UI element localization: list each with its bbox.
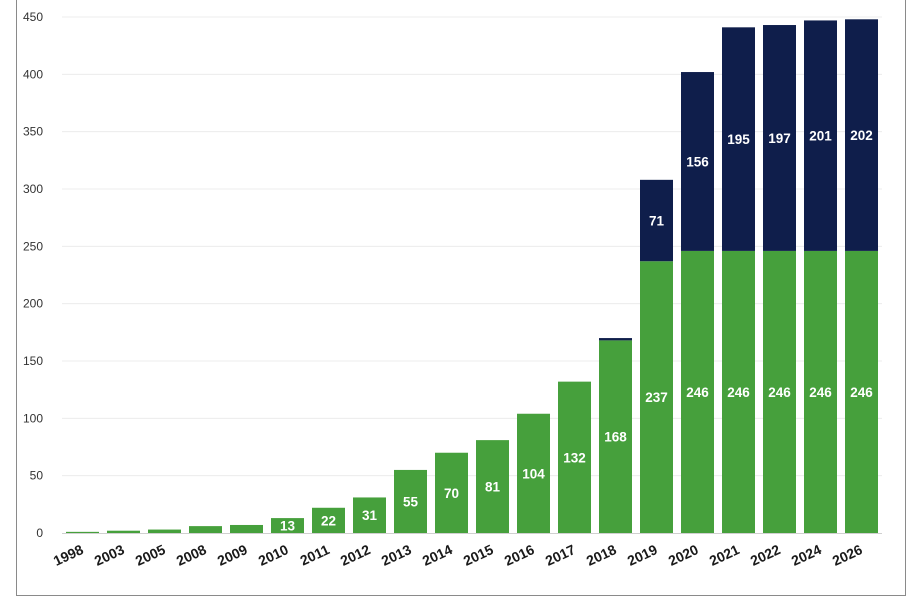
bar-label-green-2015: 81 xyxy=(485,480,501,495)
bar-green-2013 xyxy=(394,469,427,533)
y-tick-label: 400 xyxy=(23,67,43,81)
bar-green-2026 xyxy=(845,250,878,534)
x-tick-label-2021: 2021 xyxy=(707,541,742,569)
x-tick-label-2022: 2022 xyxy=(748,541,783,569)
y-tick-label: 0 xyxy=(36,526,43,540)
bar-navy-2024 xyxy=(804,20,837,251)
bar-green-2018 xyxy=(599,340,632,533)
y-tick-label: 250 xyxy=(23,239,43,253)
bar-green-2010 xyxy=(271,518,304,533)
bar-green-2014 xyxy=(435,452,468,533)
bar-green-2008 xyxy=(189,526,222,533)
x-tick-label-2026: 2026 xyxy=(830,541,865,569)
bar-label-green-2021: 246 xyxy=(727,385,750,400)
bar-label-navy-2026: 202 xyxy=(850,128,873,143)
bar-green-2022 xyxy=(763,250,796,534)
bar-label-green-2019: 237 xyxy=(645,390,668,405)
y-tick-label: 300 xyxy=(23,182,43,196)
x-tick-label-2008: 2008 xyxy=(174,541,209,569)
bar-navy-2026 xyxy=(845,19,878,251)
bar-label-navy-2022: 197 xyxy=(768,131,791,146)
y-axis-ticks: 0 50 100 150 200 250 300 350 400 450 xyxy=(23,10,43,540)
bar-label-green-2014: 70 xyxy=(444,486,459,501)
bar-green-2009 xyxy=(230,524,263,533)
bar-label-green-2013: 55 xyxy=(403,494,419,509)
bar-green-2011 xyxy=(312,507,345,533)
x-tick-label-2017: 2017 xyxy=(543,541,578,569)
x-axis-ticks: 1998 2003 2005 2008 2009 2010 2011 2012 2013 2014… xyxy=(51,541,865,569)
bar-green-2003 xyxy=(107,530,140,533)
bar-navy-2019 xyxy=(640,179,673,262)
bar-label-green-2010: 13 xyxy=(280,519,296,534)
bar-label-green-2018: 168 xyxy=(604,430,627,445)
bar-navy-2022 xyxy=(763,25,796,251)
x-tick-label-2003: 2003 xyxy=(92,541,127,569)
x-tick-label-1998: 1998 xyxy=(51,541,86,569)
bar-label-green-2012: 31 xyxy=(362,508,378,523)
x-tick-label-2013: 2013 xyxy=(379,541,414,569)
bar-label-green-2022: 246 xyxy=(768,385,791,400)
bars xyxy=(66,19,878,534)
y-tick-label: 200 xyxy=(23,297,43,311)
bar-navy-2020 xyxy=(681,72,714,251)
y-tick-label: 100 xyxy=(23,411,43,425)
bar-green-2015 xyxy=(476,440,509,533)
y-tick-label: 450 xyxy=(23,10,43,24)
bar-navy-2021 xyxy=(722,27,755,251)
x-tick-label-2024: 2024 xyxy=(789,541,824,569)
x-tick-label-2005: 2005 xyxy=(133,541,168,569)
x-tick-label-2011: 2011 xyxy=(297,541,331,568)
bar-label-green-2026: 246 xyxy=(850,385,873,400)
bar-label-navy-2019: 71 xyxy=(649,214,665,229)
bar-label-green-2017: 132 xyxy=(563,450,586,465)
bar-green-2017 xyxy=(558,381,591,533)
bar-green-2005 xyxy=(148,529,181,533)
bar-label-navy-2021: 195 xyxy=(727,132,750,147)
y-tick-label: 50 xyxy=(30,469,44,483)
bar-green-2020 xyxy=(681,250,714,534)
x-tick-label-2018: 2018 xyxy=(584,541,619,569)
x-tick-label-2015: 2015 xyxy=(461,541,496,569)
bar-green-2021 xyxy=(722,250,755,534)
bar-green-2012 xyxy=(353,497,386,533)
bar-label-green-2016: 104 xyxy=(522,466,545,481)
y-tick-label: 150 xyxy=(23,354,43,368)
bar-green-2024 xyxy=(804,250,837,534)
bar-labels: 13 22 31 55 70 81 104 132 168 237 71 246 156 246 195 24… xyxy=(280,128,873,533)
x-tick-label-2020: 2020 xyxy=(666,541,701,569)
bar-label-navy-2024: 201 xyxy=(809,129,832,144)
x-tick-label-2016: 2016 xyxy=(502,541,537,569)
bar-label-green-2024: 246 xyxy=(809,385,832,400)
bar-label-green-2020: 246 xyxy=(686,385,709,400)
bar-green-2019 xyxy=(640,261,673,533)
bar-green-2016 xyxy=(517,413,550,533)
bar-green-1998 xyxy=(66,531,99,533)
bar-label-green-2011: 22 xyxy=(321,513,336,528)
x-tick-label-2012: 2012 xyxy=(338,541,373,569)
x-tick-label-2009: 2009 xyxy=(215,541,250,569)
x-tick-label-2014: 2014 xyxy=(420,541,455,569)
y-tick-label: 350 xyxy=(23,125,43,139)
x-tick-label-2019: 2019 xyxy=(625,541,660,569)
x-tick-label-2010: 2010 xyxy=(256,541,291,569)
bar-label-navy-2020: 156 xyxy=(686,154,709,169)
bar-navy-2018 xyxy=(599,338,632,341)
gridlines xyxy=(62,16,882,477)
